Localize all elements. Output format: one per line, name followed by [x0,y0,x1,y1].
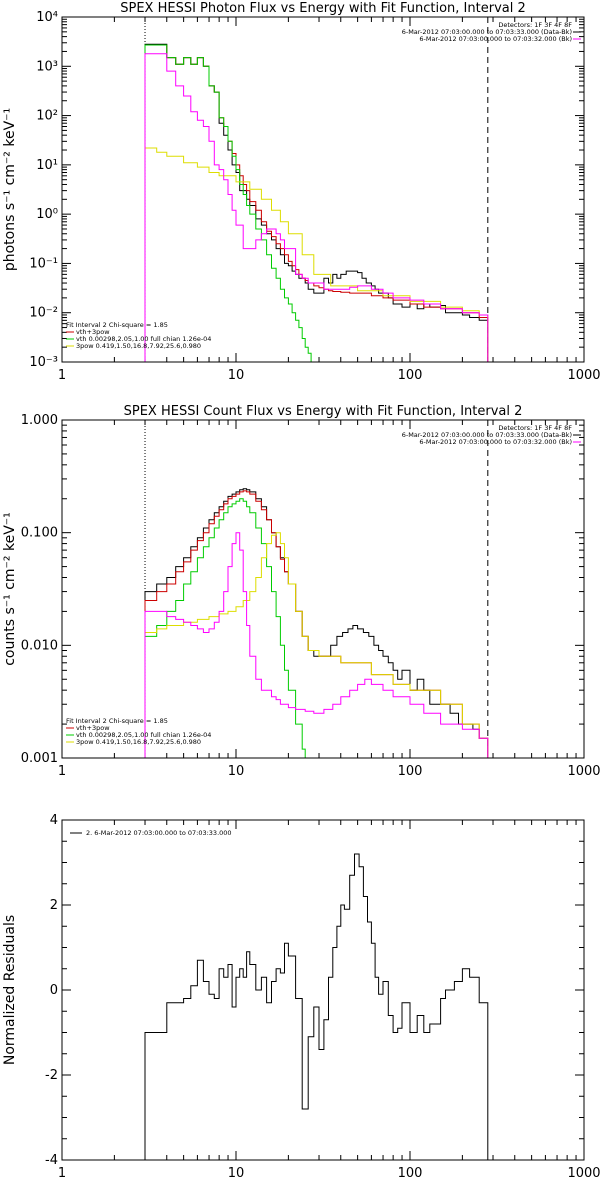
series-line-data-bk [144,488,489,758]
legend-entry: vth+3pow [76,724,110,732]
y-tick-label: 0.100 [21,526,58,541]
y-tick-label: 10⁻² [29,306,58,321]
series-line-data-bk [144,43,489,362]
y-tick-label: 10¹ [36,158,58,173]
y-tick-label: 10³ [36,59,58,74]
legend-entry: vth 0.00298,2.05,1.00 full chian 1.26e-0… [76,731,211,739]
y-tick-label: 10⁴ [36,10,58,25]
legend-entry: Fit Interval 2 Chi-square = 1.85 [66,717,168,725]
y-tick-label: -2 [45,1068,58,1083]
x-tick-label: 10 [228,764,245,779]
series-line-vth-3pow [144,490,489,758]
legend-entry: Fit Interval 2 Chi-square = 1.85 [66,321,168,329]
plot-frame [61,819,585,1161]
y-tick-label: 10⁻¹ [29,256,58,271]
plot-frame [61,419,585,759]
x-tick-label: 1000 [567,368,600,383]
series-line-vth [144,44,314,362]
series-line-3pow [144,147,489,362]
y-tick-label: 0 [50,983,58,998]
chart-title: SPEX HESSI Photon Flux vs Energy with Fi… [120,1,526,16]
legend-entry: 6-Mar-2012 07:03:00.000 to 07:03:32.000 … [419,35,572,43]
y-axis-label: photons s⁻¹ cm⁻² keV⁻¹ [2,108,18,271]
series-line-bk [144,53,489,362]
y-axis-label: Normalized Residuals [2,915,18,1065]
legend-entry: 3pow 0.419,1.50,16.8,7.92,25.6,0.980 [76,342,201,350]
chart-panel-3: 1 10 100 1000 -4 -2 0 2 4 Normalized Residuals 2. … [2,813,600,1181]
x-tick-label: 1000 [567,1166,600,1181]
y-tick-label: 0.001 [21,751,58,766]
x-tick-label: 1 [58,368,66,383]
y-tick-label: 2 [50,898,58,913]
chart-panel-1: SPEX HESSI Photon Flux vs Energy with Fi… [2,1,600,383]
series-line-bk [144,532,489,758]
y-tick-label: 10⁰ [36,207,58,222]
y-tick-label: 0.010 [21,638,58,653]
legend-entry: Detectors: 1F 3F 4F 8F [498,424,572,432]
series-line-vth [144,498,306,758]
x-tick-label: 100 [398,368,423,383]
x-tick-label: 1 [58,764,66,779]
y-axis-label: counts s⁻¹ cm⁻² keV⁻¹ [2,512,18,666]
series-line-2-6-mar-2012-07-03-00-000-to-07-03-33-000 [144,853,489,1160]
legend-entry: 6-Mar-2012 07:03:00.000 to 07:03:32.000 … [419,438,572,446]
plot-frame [61,16,585,363]
series-line-3pow [144,532,489,758]
y-tick-label: -4 [45,1153,58,1168]
chart-title: SPEX HESSI Count Flux vs Energy with Fit… [124,404,523,419]
legend-entry: 6-Mar-2012 07:03:00.000 to 07:03:33.000 … [402,28,572,36]
legend-entry: 2. 6-Mar-2012 07:03:00.000 to 07:03:33.0… [86,829,232,837]
legend-entry: 3pow 0.419,1.50,16.8,7.92,25.6,0.980 [76,738,201,746]
x-tick-label: 10 [228,1166,245,1181]
x-tick-label: 100 [398,1166,423,1181]
x-tick-label: 1 [58,1166,66,1181]
series-line-vth-3pow [144,44,489,362]
chart-panel-2: SPEX HESSI Count Flux vs Energy with Fit… [2,404,600,779]
y-tick-label: 1.000 [21,413,58,428]
y-tick-label: 10⁻³ [29,355,58,370]
legend-entry: vth 0.00298,2.05,1.00 full chian 1.26e-0… [76,335,211,343]
legend-entry: Detectors: 1F 3F 4F 8F [498,21,572,29]
legend-entry: vth+3pow [76,328,110,336]
legend-entry: 6-Mar-2012 07:03:00.000 to 07:03:33.000 … [402,431,572,439]
y-tick-label: 4 [50,813,58,828]
x-tick-label: 1000 [567,764,600,779]
x-tick-label: 100 [398,764,423,779]
y-tick-label: 10² [36,109,58,124]
x-tick-label: 10 [228,368,245,383]
